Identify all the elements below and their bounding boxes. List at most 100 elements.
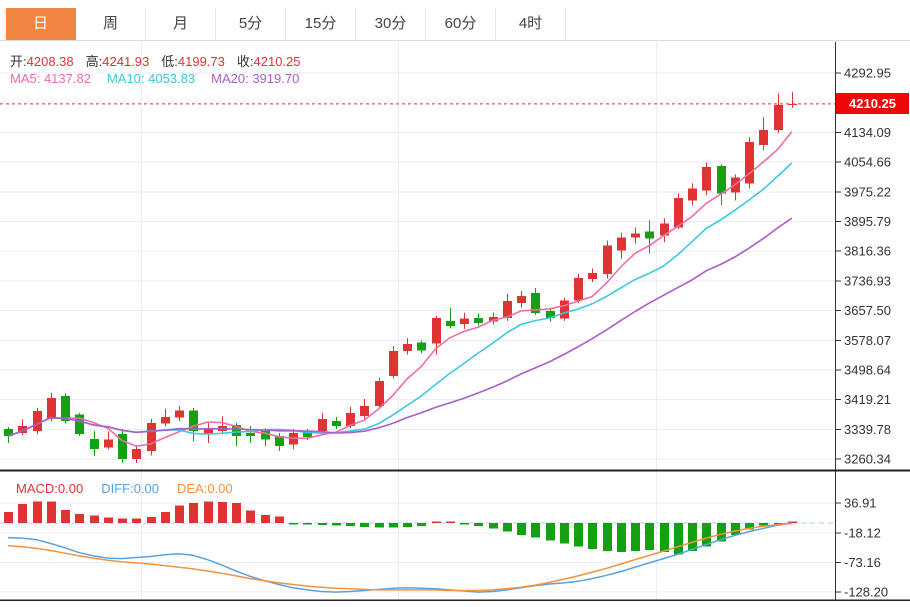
candle-body xyxy=(232,425,241,437)
ma5-line xyxy=(7,131,793,448)
macd-bar xyxy=(432,521,441,523)
macd-bar xyxy=(645,523,654,550)
macd-bar xyxy=(517,523,526,535)
candle-body xyxy=(246,433,255,437)
macd-bar xyxy=(375,523,384,528)
macd-bar xyxy=(702,523,711,547)
candle-body xyxy=(489,316,498,322)
macd-bar xyxy=(90,515,99,523)
candle-body xyxy=(674,198,683,228)
macd-bar xyxy=(474,523,483,527)
price-axis-label: 3498.64 xyxy=(844,363,891,378)
macd-legend-item-1: DIFF:0.00 xyxy=(101,481,159,496)
macd-bar xyxy=(104,517,113,523)
price-axis-label: 4054.66 xyxy=(844,155,891,170)
candle-body xyxy=(147,422,156,452)
candle-body xyxy=(774,105,783,131)
candle-body xyxy=(503,301,512,318)
macd-bar xyxy=(660,523,669,553)
macd-bar xyxy=(759,523,768,526)
candle-body xyxy=(403,344,412,351)
candle-body xyxy=(517,295,526,303)
macd-bar xyxy=(574,523,583,547)
macd-bar xyxy=(289,523,298,525)
close-label: 收: xyxy=(236,54,254,69)
tab-day[interactable]: 日 xyxy=(6,8,76,40)
macd-bar xyxy=(417,523,426,527)
price-axis-label: 4292.95 xyxy=(844,66,891,81)
macd-bar xyxy=(774,523,783,525)
candle-body xyxy=(175,410,184,418)
ma-legend-item-0: MA5: 4137.82 xyxy=(10,71,91,86)
candle-body xyxy=(303,431,312,437)
tab-60min[interactable]: 60分 xyxy=(426,8,496,40)
macd-bar xyxy=(688,523,697,552)
timeframe-tabbar: 日周月 5分 15分 30分 60分 4时 xyxy=(0,0,910,41)
gridlines xyxy=(0,42,835,600)
macd-bar xyxy=(460,523,469,525)
price-axis-label: 3578.07 xyxy=(844,333,891,348)
candle-body xyxy=(645,231,654,239)
ma-legend-item-2: MA20: 3919.70 xyxy=(211,71,300,86)
macd-bar xyxy=(588,523,597,549)
macd-bar xyxy=(75,513,84,523)
candle-body xyxy=(745,142,754,184)
macd-bar xyxy=(246,510,255,523)
price-axis-label: 4134.09 xyxy=(844,125,891,140)
candle-body xyxy=(332,421,341,426)
macd-bar xyxy=(261,514,270,523)
candle-body xyxy=(702,167,711,191)
candle-body xyxy=(104,439,113,448)
high-value: 4241.93 xyxy=(102,54,150,69)
price-axis-label: 3816.36 xyxy=(844,244,891,259)
macd-bar xyxy=(731,523,740,535)
macd-axis-label: 36.91 xyxy=(844,496,877,511)
macd-bar xyxy=(603,523,612,552)
candle-body xyxy=(318,418,327,432)
macd-bar xyxy=(4,512,13,523)
candle-body xyxy=(432,317,441,344)
high-label: 高: xyxy=(85,54,103,69)
tab-5min[interactable]: 5分 xyxy=(216,8,286,40)
diff-line xyxy=(7,522,792,593)
macd-bar xyxy=(204,501,213,523)
ma-legend-item-1: MA10: 4053.83 xyxy=(106,71,196,86)
tab-4hour[interactable]: 4时 xyxy=(496,8,566,40)
macd-bar xyxy=(617,523,626,553)
macd-bar xyxy=(33,501,42,523)
candle-body xyxy=(204,428,213,435)
candle-body xyxy=(603,245,612,274)
candle-body xyxy=(61,396,70,422)
candle-body xyxy=(389,350,398,376)
macd-bar xyxy=(18,504,27,523)
price-axis-label: 3736.93 xyxy=(844,273,891,288)
candle-body xyxy=(4,428,13,437)
macd-bar xyxy=(745,523,754,530)
macd-bar xyxy=(232,503,241,523)
ohlc-open: 开:4208.38 xyxy=(10,51,74,70)
tab-week[interactable]: 周 xyxy=(76,8,146,40)
macd-bar xyxy=(346,523,355,527)
price-axis-label: 3657.50 xyxy=(844,303,891,318)
candle-body xyxy=(660,223,669,236)
candle-body xyxy=(574,277,583,301)
ma-legend: MA5: 4137.82 MA10: 4053.83 MA20: 3919.70 xyxy=(10,71,299,86)
candle-body xyxy=(47,397,56,419)
candle-body xyxy=(18,425,27,434)
candle-body xyxy=(788,103,797,106)
candle-body xyxy=(375,381,384,407)
candle-body xyxy=(90,439,99,450)
macd-bar xyxy=(560,523,569,544)
macd-bar xyxy=(147,517,156,523)
macd-bar xyxy=(303,523,312,525)
macd-bar xyxy=(503,523,512,532)
tab-15min[interactable]: 15分 xyxy=(286,8,356,40)
current-price-badge: 4210.25 xyxy=(836,93,909,114)
candle-body xyxy=(189,410,198,432)
candle-body xyxy=(717,166,726,194)
tab-month[interactable]: 月 xyxy=(146,8,216,40)
candle-body xyxy=(75,414,84,434)
axes-layer: 4292.95 4134.09 4054.66 3975.22 3895.79 3816.… xyxy=(0,42,910,601)
tab-30min[interactable]: 30分 xyxy=(356,8,426,40)
